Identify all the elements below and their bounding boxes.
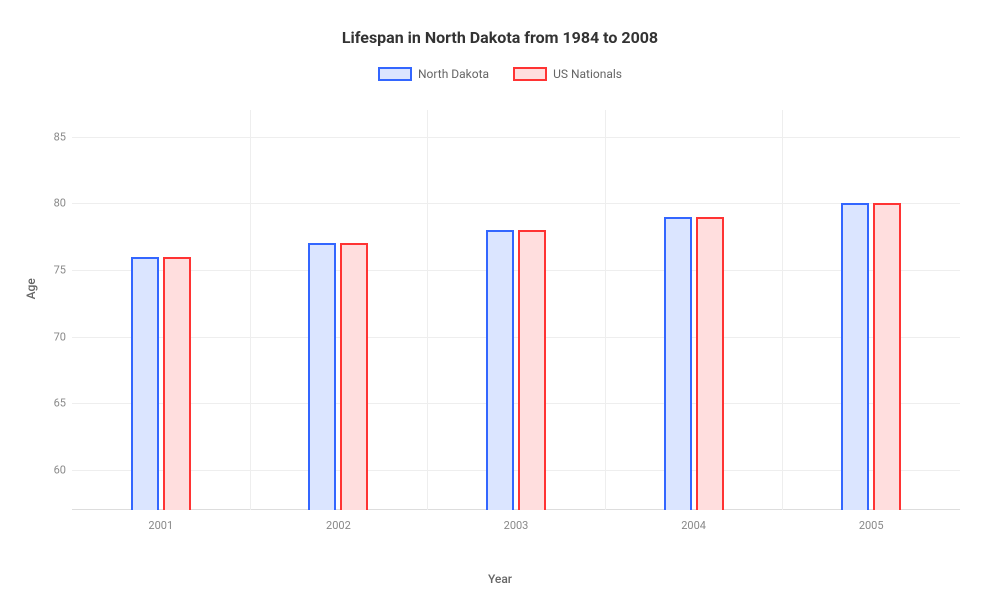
x-tick-label: 2001: [148, 519, 173, 532]
legend-swatch: [378, 67, 412, 81]
bar: [873, 203, 901, 510]
bar: [163, 257, 191, 510]
vertical-grid-line: [427, 110, 428, 510]
bar: [131, 257, 159, 510]
bar-group: 2003: [486, 110, 546, 510]
vertical-grid-line: [605, 110, 606, 510]
vertical-grid-line: [782, 110, 783, 510]
x-tick-label: 2004: [681, 519, 706, 532]
x-tick-label: 2005: [859, 519, 884, 532]
bar: [664, 217, 692, 510]
y-tick-label: 80: [42, 197, 66, 210]
bar: [518, 230, 546, 510]
x-tick-label: 2003: [504, 519, 529, 532]
bar: [486, 230, 514, 510]
bar: [340, 243, 368, 510]
legend-item: US Nationals: [513, 67, 622, 81]
legend: North Dakota US Nationals: [0, 67, 1000, 81]
bar-group: 2002: [308, 110, 368, 510]
bar-group: 2005: [841, 110, 901, 510]
legend-label: US Nationals: [553, 67, 622, 81]
bar-group: 2004: [664, 110, 724, 510]
y-tick-label: 60: [42, 464, 66, 477]
bar-group: 2001: [131, 110, 191, 510]
y-axis-label: Age: [24, 278, 38, 299]
vertical-grid-line: [250, 110, 251, 510]
bar: [841, 203, 869, 510]
y-tick-label: 75: [42, 264, 66, 277]
legend-item: North Dakota: [378, 67, 489, 81]
plot-area: 60657075808520012002200320042005: [72, 110, 960, 510]
y-tick-label: 70: [42, 330, 66, 343]
chart-title: Lifespan in North Dakota from 1984 to 20…: [0, 0, 1000, 47]
bar: [308, 243, 336, 510]
x-tick-label: 2002: [326, 519, 351, 532]
legend-label: North Dakota: [418, 67, 489, 81]
bar: [696, 217, 724, 510]
y-tick-label: 85: [42, 130, 66, 143]
x-axis-label: Year: [488, 572, 512, 586]
y-tick-label: 65: [42, 397, 66, 410]
legend-swatch: [513, 67, 547, 81]
